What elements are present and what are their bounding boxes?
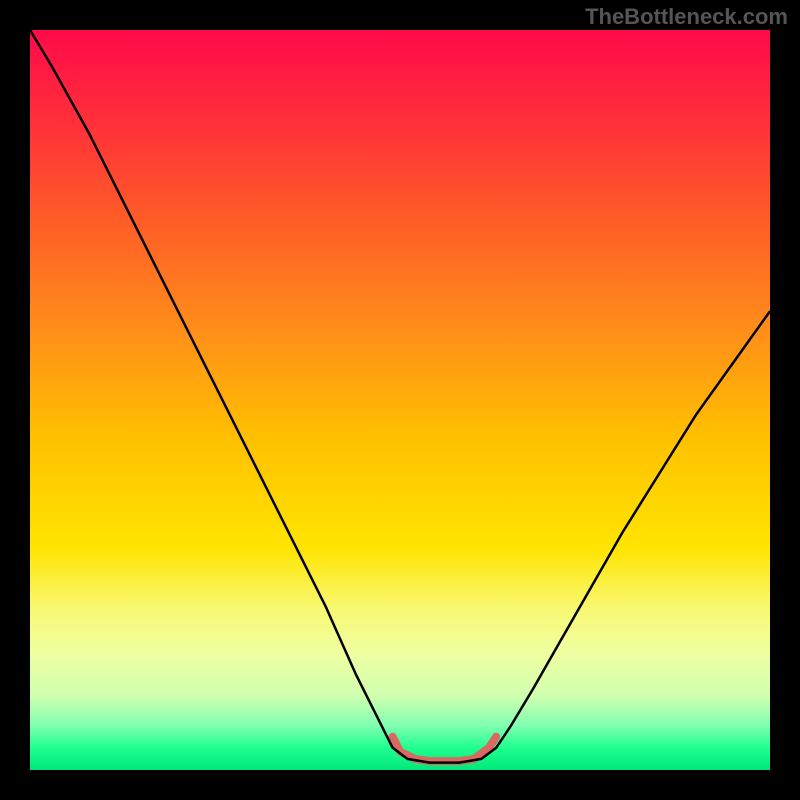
curve-layer [30,30,770,770]
highlight-segment [393,737,497,761]
plot-area [30,30,770,770]
bottleneck-curve [30,30,770,763]
watermark-text: TheBottleneck.com [585,4,788,30]
